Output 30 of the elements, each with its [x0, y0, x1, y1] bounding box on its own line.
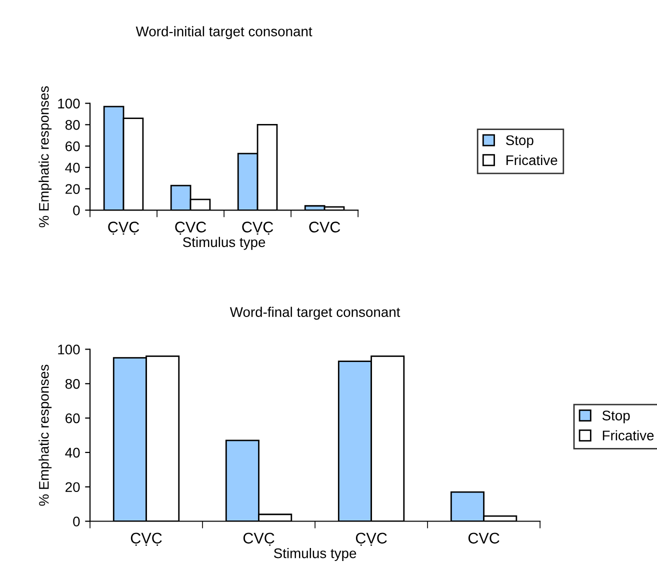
y-axis-title: % Emphatic responses [38, 364, 52, 506]
x-tick-label: C̣ṾC [356, 532, 387, 546]
y-tick-label: 20 [66, 184, 80, 194]
y-tick-label: 0 [73, 205, 80, 216]
x-axis-title: Stimulus type [274, 548, 356, 561]
chart-title: Word-initial target consonant [136, 26, 312, 40]
y-tick-label: 80 [65, 378, 80, 389]
chart-title: Word-final target consonant [230, 306, 400, 320]
legend-label: Fricative [506, 154, 558, 166]
x-tick-label: CṾC̣ [242, 222, 274, 235]
x-tick-label: C̣VC [175, 222, 206, 235]
legend-label: Stop [506, 135, 534, 148]
x-tick-label: C̣ṾC̣ [108, 222, 140, 235]
y-tick-label: 20 [66, 482, 80, 492]
legend-label: Stop [602, 410, 630, 424]
x-tick-label: CVC [468, 532, 500, 544]
y-tick-label: 100 [58, 98, 80, 108]
y-tick-label: 60 [66, 141, 80, 152]
y-tick-label: 100 [58, 344, 80, 354]
legend-label: Fricative [602, 430, 654, 440]
y-tick-label: 0 [73, 516, 80, 526]
x-tick-label: C̣ṾC̣ [130, 532, 162, 546]
y-tick-label: 60 [66, 413, 80, 424]
y-tick-label: 80 [65, 120, 80, 130]
x-tick-label: CVC̣ [243, 532, 274, 546]
y-tick-label: 40 [65, 448, 80, 458]
y-axis-title: % Emphatic responses [38, 86, 52, 228]
x-tick-label: CVC [309, 222, 340, 232]
x-axis-title: Stimulus type [182, 236, 266, 250]
y-tick-label: 40 [65, 162, 80, 173]
